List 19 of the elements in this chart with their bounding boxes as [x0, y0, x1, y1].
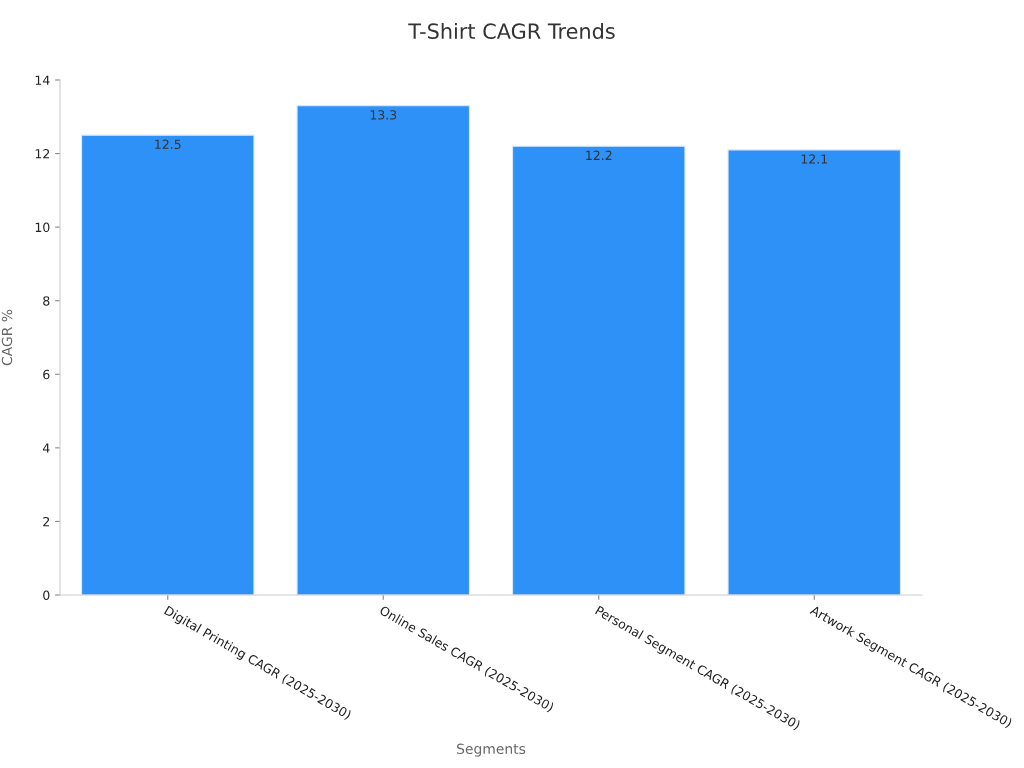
data-label: 12.2	[586, 150, 612, 160]
y-tick-label: 0	[43, 590, 50, 600]
data-label: 13.3	[370, 110, 397, 120]
y-tick-label: 14	[35, 75, 50, 85]
bar	[296, 105, 471, 595]
y-tick-label: 4	[42, 443, 50, 453]
x-axis-title: Segments	[457, 743, 526, 757]
bar	[80, 134, 255, 595]
data-label: 12.5	[155, 139, 181, 150]
y-tick-label: 6	[43, 369, 50, 380]
chart-title: T-Shirt CAGR Trends	[408, 22, 615, 40]
y-tick-label: 2	[43, 516, 50, 527]
y-tick-label: 10	[35, 222, 50, 233]
bar	[727, 149, 902, 595]
y-axis-title: CAGR %	[1, 309, 13, 366]
y-tick-label: 12	[35, 149, 50, 159]
bar	[511, 145, 686, 595]
data-label: 12.1	[801, 154, 828, 164]
y-tick-label: 8	[43, 296, 50, 306]
